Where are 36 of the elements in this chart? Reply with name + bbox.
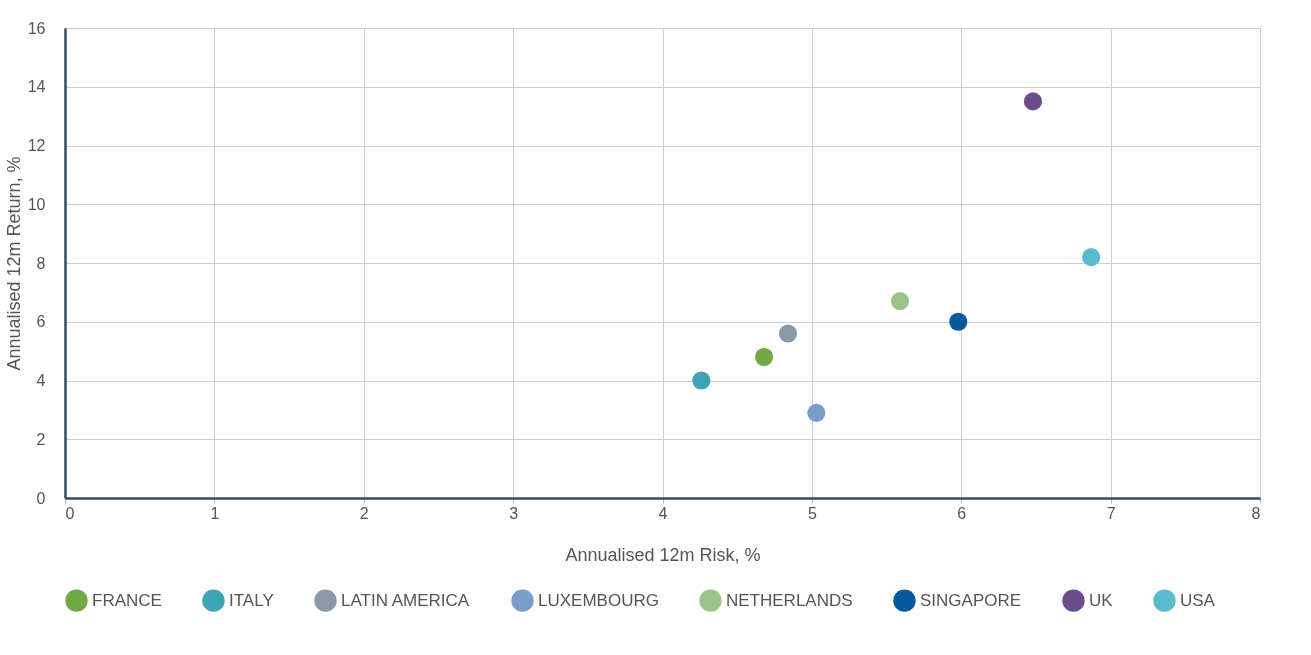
point <box>1023 92 1043 111</box>
legend-label: UK <box>1089 590 1114 610</box>
legend-label: SINGAPORE <box>920 590 1022 610</box>
point <box>692 371 711 390</box>
x-tick-label: 5 <box>807 504 817 522</box>
legend-label: LATIN AMERICA <box>341 590 470 610</box>
y-tick-label: 14 <box>27 78 46 96</box>
legend-label: FRANCE <box>92 590 162 610</box>
legend-label: USA <box>1180 590 1216 610</box>
y-tick-label: 16 <box>27 19 46 37</box>
point <box>807 403 826 422</box>
legend-label: NETHERLANDS <box>726 590 853 610</box>
point <box>890 292 910 311</box>
y-tick-label: 0 <box>36 489 46 507</box>
x-tick-label: 8 <box>1251 504 1261 522</box>
legend-label: ITALY <box>229 590 274 610</box>
x-tick-label: 3 <box>509 504 519 522</box>
x-tick-label: 0 <box>65 504 75 522</box>
x-tick-label: 6 <box>957 504 967 522</box>
y-tick-label: 10 <box>27 195 46 213</box>
point <box>754 347 774 367</box>
y-tick-label: 4 <box>36 372 46 389</box>
y-tick-label: 6 <box>36 313 46 331</box>
y-tick-label: 12 <box>27 137 46 154</box>
point <box>949 312 968 331</box>
legend-label: LUXEMBOURG <box>538 590 659 610</box>
point <box>1082 248 1101 267</box>
x-tick-label: 4 <box>658 504 668 522</box>
x-axis-title: Annualised 12m Risk, % <box>565 544 761 565</box>
x-tick-label: 1 <box>210 504 220 522</box>
y-tick-label: 2 <box>36 430 46 448</box>
x-tick-label: 2 <box>359 504 369 522</box>
y-tick-label: 8 <box>36 254 46 272</box>
x-tick-label: 7 <box>1106 504 1116 522</box>
y-axis-title: Annualised 12m Return, % <box>3 156 24 371</box>
point <box>778 324 798 343</box>
